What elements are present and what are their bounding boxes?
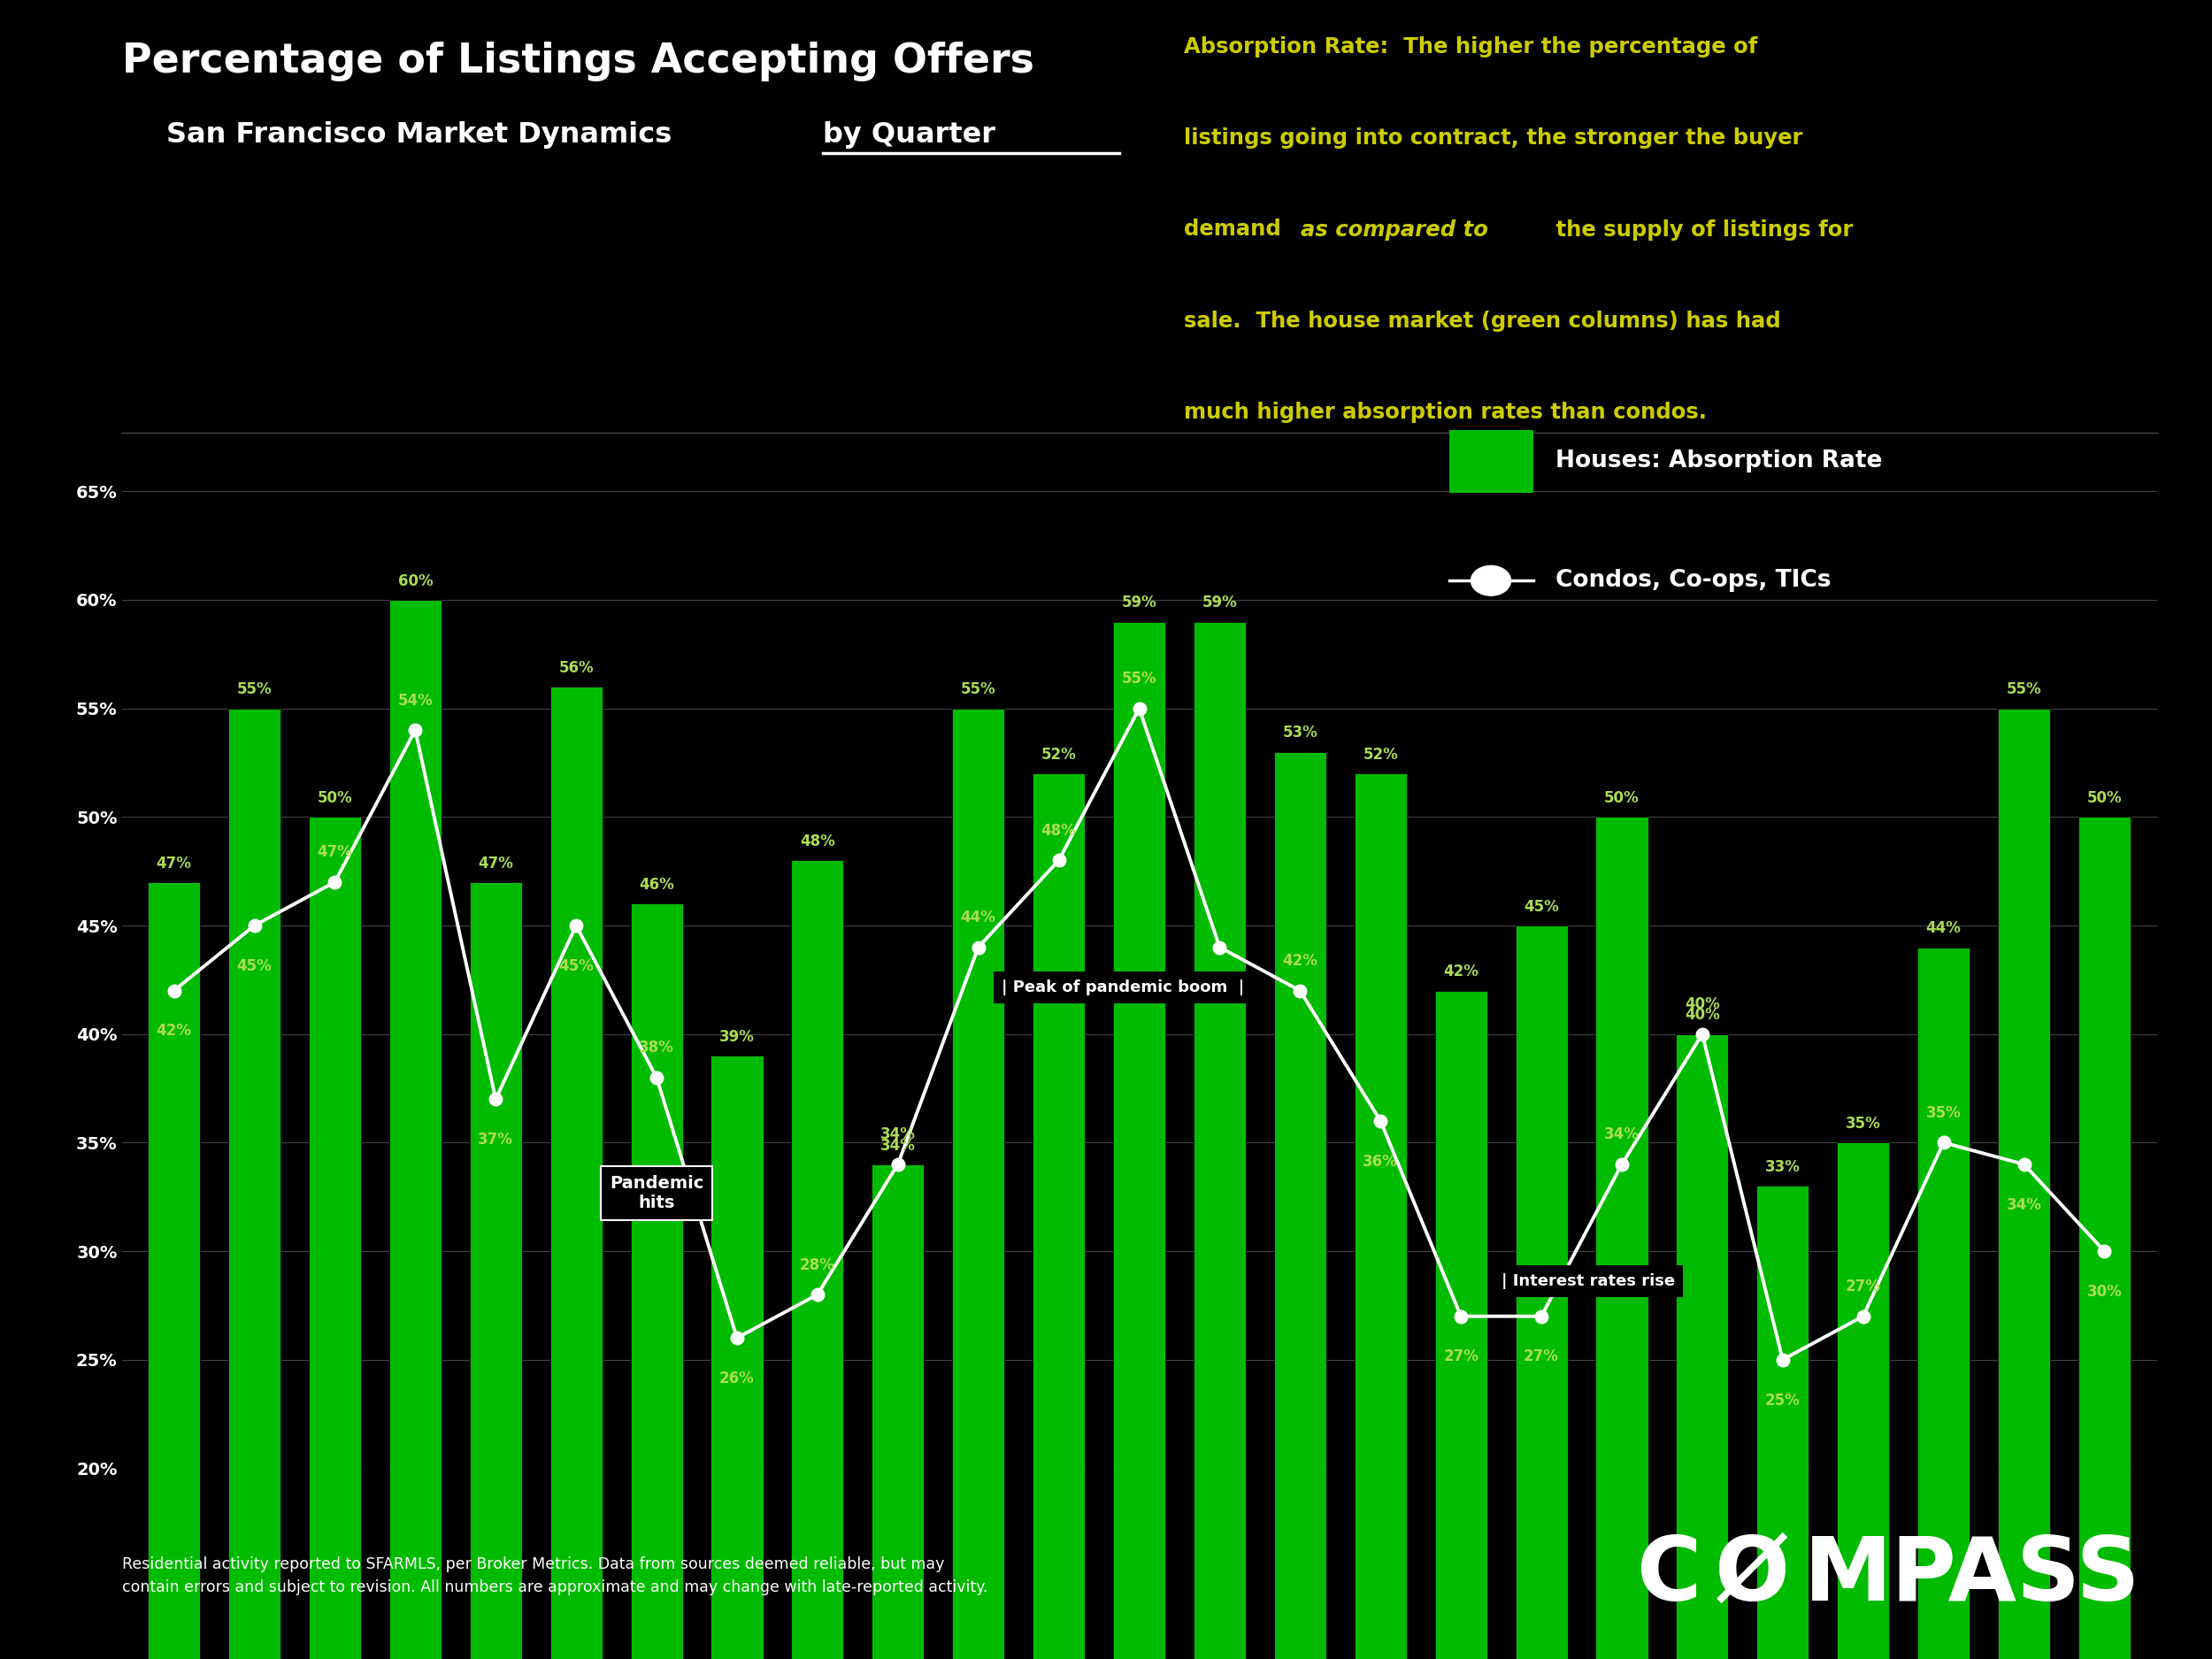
Text: 40%: 40% [1686,997,1719,1012]
Text: 34%: 34% [880,1138,916,1153]
Text: 50%: 50% [2086,790,2121,806]
Text: demand: demand [1183,219,1287,241]
Text: 27%: 27% [1524,1349,1559,1365]
Text: 54%: 54% [398,692,434,708]
Bar [630,904,684,1659]
Text: 52%: 52% [1363,747,1398,763]
Text: 59%: 59% [1121,596,1157,611]
Bar [551,687,602,1659]
Text: 27%: 27% [1845,1279,1880,1294]
Text: 52%: 52% [1042,747,1077,763]
Text: 50%: 50% [1604,790,1639,806]
Bar [872,1165,925,1659]
Text: 25%: 25% [1765,1392,1801,1408]
Text: 55%: 55% [1121,670,1157,687]
Bar [1836,1143,1889,1659]
Text: 44%: 44% [1201,980,1237,995]
Text: 42%: 42% [1283,952,1318,969]
Text: 35%: 35% [1927,1105,1962,1121]
Text: Condos, Co-ops, TICs: Condos, Co-ops, TICs [1555,569,1832,592]
Text: San Francisco Market Dynamics: San Francisco Market Dynamics [166,121,681,149]
Text: Absorption Rate:  The higher the percentage of: Absorption Rate: The higher the percenta… [1183,36,1756,58]
Text: 53%: 53% [1283,725,1318,742]
Text: 37%: 37% [478,1131,513,1148]
Bar [148,883,199,1659]
Text: 45%: 45% [560,959,593,974]
Text: 39%: 39% [719,1029,754,1045]
Text: 45%: 45% [1524,899,1559,914]
Bar [1677,1034,1728,1659]
Text: as compared to: as compared to [1301,219,1489,241]
Text: MPASS: MPASS [1803,1533,2141,1619]
Text: 34%: 34% [2006,1196,2042,1213]
Bar [792,861,843,1659]
Text: 38%: 38% [639,1040,675,1055]
Text: 47%: 47% [157,856,192,871]
Bar [1113,622,1166,1659]
Bar [1595,816,1648,1659]
Text: Residential activity reported to SFARMLS, per Broker Metrics. Data from sources : Residential activity reported to SFARMLS… [122,1556,987,1596]
Text: by Quarter: by Quarter [823,121,995,149]
Bar [2079,816,2130,1659]
Text: 60%: 60% [398,572,434,589]
Text: 56%: 56% [560,660,593,675]
Text: 34%: 34% [1604,1126,1639,1143]
Bar [1354,773,1407,1659]
Bar [389,601,442,1659]
Bar [1756,1186,1809,1659]
Text: 55%: 55% [2006,682,2042,697]
Text: 33%: 33% [1765,1160,1801,1175]
Bar [310,816,361,1659]
Text: 40%: 40% [1686,1007,1719,1024]
Text: listings going into contract, the stronger the buyer: listings going into contract, the strong… [1183,128,1803,149]
Bar [1997,708,2051,1659]
Bar [951,708,1004,1659]
Text: 44%: 44% [1927,921,1962,936]
Text: 50%: 50% [316,790,352,806]
Bar [1274,752,1327,1659]
Text: 42%: 42% [1442,964,1478,980]
Text: 46%: 46% [639,878,675,893]
Bar [1436,990,1486,1659]
Text: | Peak of pandemic boom  |: | Peak of pandemic boom | [1002,980,1245,995]
Text: 47%: 47% [478,856,513,871]
Text: Pandemic
hits: Pandemic hits [611,1175,703,1211]
Bar [469,883,522,1659]
Text: 35%: 35% [1845,1117,1880,1131]
Bar [1033,773,1084,1659]
Text: sale.  The house market (green columns) has had: sale. The house market (green columns) h… [1183,310,1781,332]
Text: the supply of listings for: the supply of listings for [1548,219,1854,241]
Text: 55%: 55% [960,682,995,697]
Text: 26%: 26% [719,1370,754,1387]
Text: 42%: 42% [157,1024,192,1039]
Text: 44%: 44% [960,909,995,926]
Text: 59%: 59% [1201,596,1237,611]
Bar [1515,926,1568,1659]
Text: much higher absorption rates than condos.: much higher absorption rates than condos… [1183,401,1705,423]
Text: 30%: 30% [2086,1284,2121,1299]
Text: Ø: Ø [1714,1533,1790,1619]
Text: Houses: Absorption Rate: Houses: Absorption Rate [1555,450,1882,473]
Text: 36%: 36% [1363,1153,1398,1170]
Text: 55%: 55% [237,682,272,697]
Text: 48%: 48% [801,833,834,849]
Text: 45%: 45% [237,959,272,974]
Text: 48%: 48% [1042,823,1077,839]
Text: 28%: 28% [801,1258,834,1272]
Bar [710,1055,763,1659]
Bar [228,708,281,1659]
Bar [1194,622,1245,1659]
Text: C: C [1637,1533,1701,1619]
Text: 47%: 47% [316,844,352,861]
Text: Percentage of Listings Accepting Offers: Percentage of Listings Accepting Offers [122,41,1033,81]
Text: 34%: 34% [880,1126,916,1143]
Bar [1918,947,1969,1659]
Text: | Interest rates rise: | Interest rates rise [1502,1272,1674,1289]
Text: 27%: 27% [1442,1349,1478,1365]
